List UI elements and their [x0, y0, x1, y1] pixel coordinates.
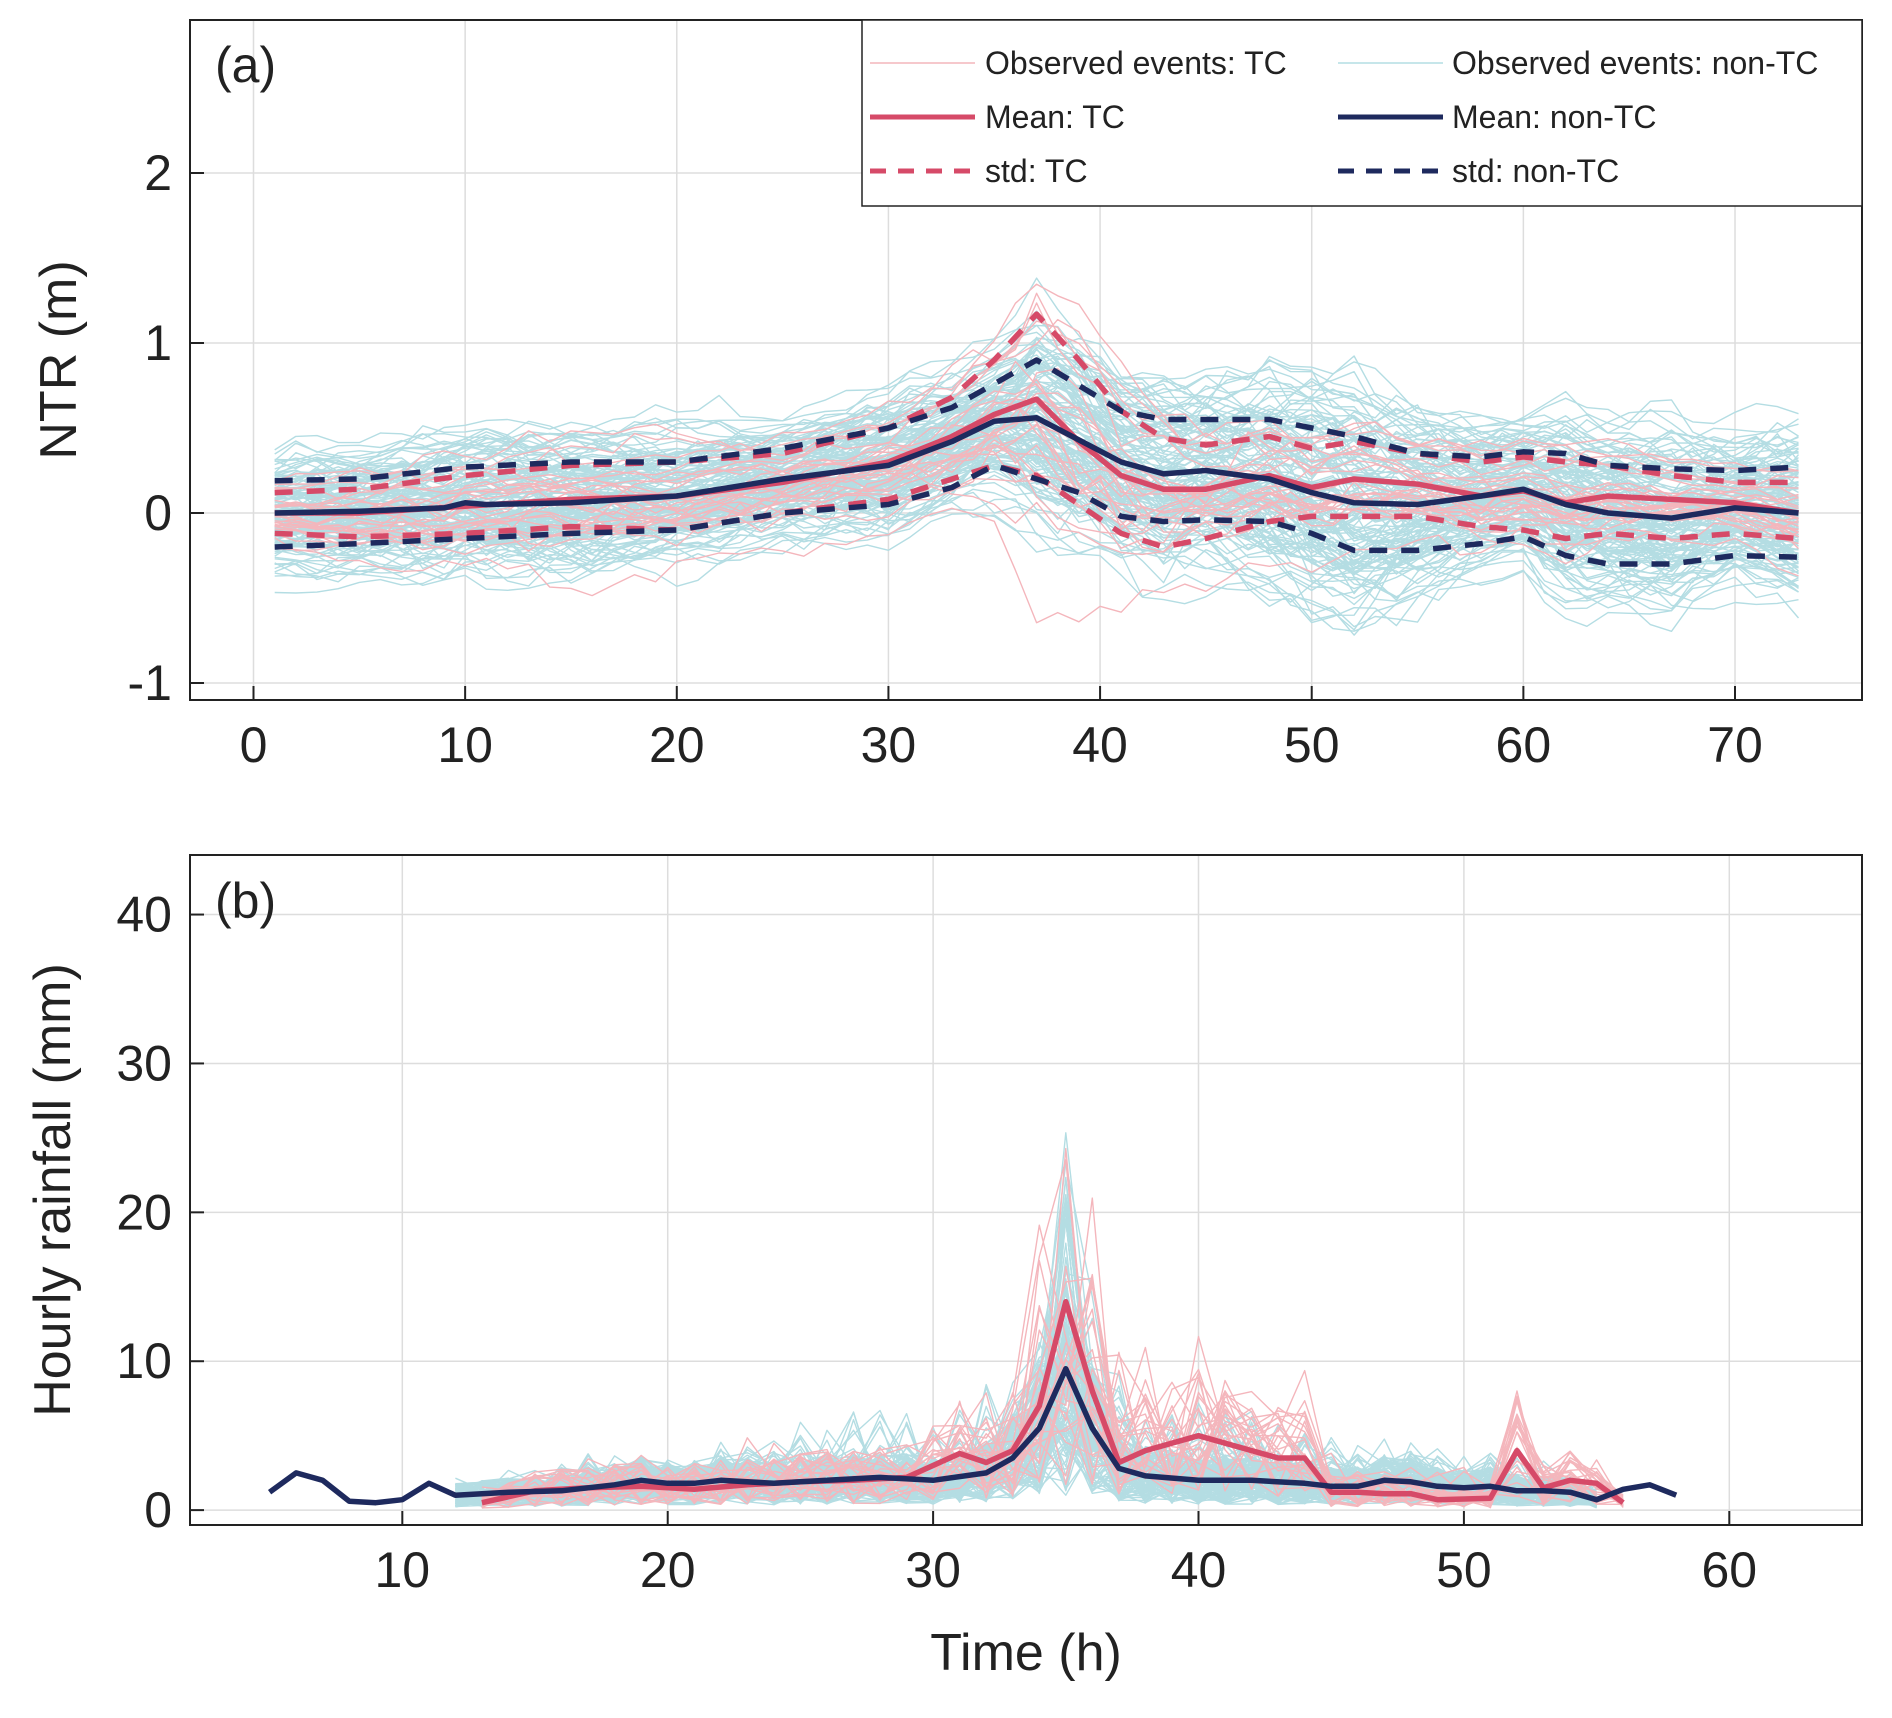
x-tick-label: 70: [1707, 717, 1763, 773]
std-nontc-lower-line: [274, 462, 1799, 567]
observed-event-nontc: [274, 491, 1799, 631]
y-tick-label: 30: [116, 1035, 172, 1091]
x-tick-label: 60: [1496, 717, 1552, 773]
observed-event-tc: [481, 1368, 1624, 1507]
panel-b-grid: [190, 855, 1862, 1525]
observed-event-tc: [274, 383, 1799, 519]
x-tick-label: 40: [1171, 1542, 1227, 1598]
observed-event-tc: [274, 318, 1799, 483]
observed-event-nontc: [274, 277, 1799, 451]
panel-b-label: (b): [215, 873, 276, 929]
observed-event-nontc: [274, 338, 1799, 484]
observed-event-nontc: [274, 501, 1799, 632]
observed-event-tc: [481, 1376, 1624, 1509]
legend-label-std-nontc: std: non-TC: [1452, 153, 1619, 189]
legend-label-mean-nontc: Mean: non-TC: [1452, 99, 1657, 135]
x-tick-label: 50: [1284, 717, 1340, 773]
mean-nontc-line: [274, 415, 1799, 521]
panel-b: 10 20 30 40 50 60 0 10 20 30 40 (b) Hourly rainfal…: [24, 854, 1863, 1682]
x-tick-label: 20: [649, 717, 705, 773]
x-tick-label: 20: [640, 1542, 696, 1598]
x-tick-label: 30: [861, 717, 917, 773]
observed-event-nontc: [274, 512, 1800, 628]
panel-a-observed-events: [274, 277, 1800, 636]
legend-label-observed-tc: Observed events: TC: [985, 45, 1287, 81]
y-tick-label: 40: [116, 887, 172, 943]
observed-event-tc: [274, 507, 1799, 624]
x-tick-label: 0: [240, 717, 268, 773]
legend: Observed events: TC Observed events: non…: [861, 19, 1863, 207]
observed-event-tc: [274, 292, 1799, 489]
x-tick-label: 10: [375, 1542, 431, 1598]
y-tick-label: 10: [116, 1333, 172, 1389]
observed-event-nontc: [274, 347, 1799, 492]
x-tick-label: 40: [1072, 717, 1128, 773]
panel-b-series: [267, 1298, 1678, 1506]
observed-event-tc: [274, 320, 1799, 500]
observed-event-tc: [274, 424, 1799, 543]
legend-label-std-tc: std: TC: [985, 153, 1088, 189]
observed-event-nontc: [274, 465, 1799, 606]
observed-event-nontc: [274, 410, 1799, 566]
panel-a-y-axis-label: NTR (m): [30, 260, 88, 459]
observed-event-tc: [274, 403, 1799, 551]
x-tick-label: 30: [905, 1542, 961, 1598]
y-tick-label: 20: [116, 1184, 172, 1240]
observed-event-tc: [274, 302, 1799, 510]
legend-box: [861, 19, 1863, 207]
y-tick-label: 1: [144, 315, 172, 371]
y-tick-label: 0: [144, 1482, 172, 1538]
panel-b-x-axis-label: Time (h): [930, 1624, 1122, 1682]
x-tick-label: 10: [437, 717, 493, 773]
panel-b-observed-events: [454, 1132, 1624, 1509]
x-tick-label: 50: [1436, 1542, 1492, 1598]
observed-event-nontc: [274, 331, 1799, 483]
y-tick-label: -1: [128, 655, 172, 711]
observed-event-tc: [274, 360, 1799, 508]
panel-a-label: (a): [215, 37, 276, 93]
x-tick-label: 60: [1701, 1542, 1757, 1598]
panel-a: 0 10 20 30 40 50 60 70 -1 0 1 2 (a) NTR (m) Observe…: [30, 19, 1863, 773]
observed-event-nontc: [274, 452, 1799, 562]
y-tick-label: 2: [144, 145, 172, 201]
mean-nontc-line: [267, 1365, 1678, 1506]
observed-event-nontc: [274, 461, 1799, 595]
panel-b-ticks: 10 20 30 40 50 60 0 10 20 30 40: [116, 887, 1757, 1598]
observed-event-tc: [481, 1342, 1624, 1504]
panel-b-axes-frame: [189, 854, 1863, 1526]
y-tick-label: 0: [144, 485, 172, 541]
observed-event-tc: [274, 444, 1799, 548]
panel-a-ticks: 0 10 20 30 40 50 60 70 -1 0 1 2: [128, 145, 1763, 773]
std-tc-lower-line: [274, 462, 1799, 550]
observed-event-tc: [274, 283, 1799, 490]
observed-event-tc: [481, 1308, 1624, 1508]
observed-event-nontc: [274, 482, 1799, 636]
legend-label-mean-tc: Mean: TC: [985, 99, 1125, 135]
observed-event-tc: [274, 401, 1799, 531]
observed-event-nontc: [274, 470, 1799, 591]
legend-label-observed-nontc: Observed events: non-TC: [1452, 45, 1818, 81]
panel-b-y-axis-label: Hourly rainfall (mm): [24, 963, 82, 1417]
std-nontc-upper-line: [274, 357, 1799, 484]
panel-a-series: [274, 311, 1799, 567]
observed-event-nontc: [274, 368, 1799, 502]
